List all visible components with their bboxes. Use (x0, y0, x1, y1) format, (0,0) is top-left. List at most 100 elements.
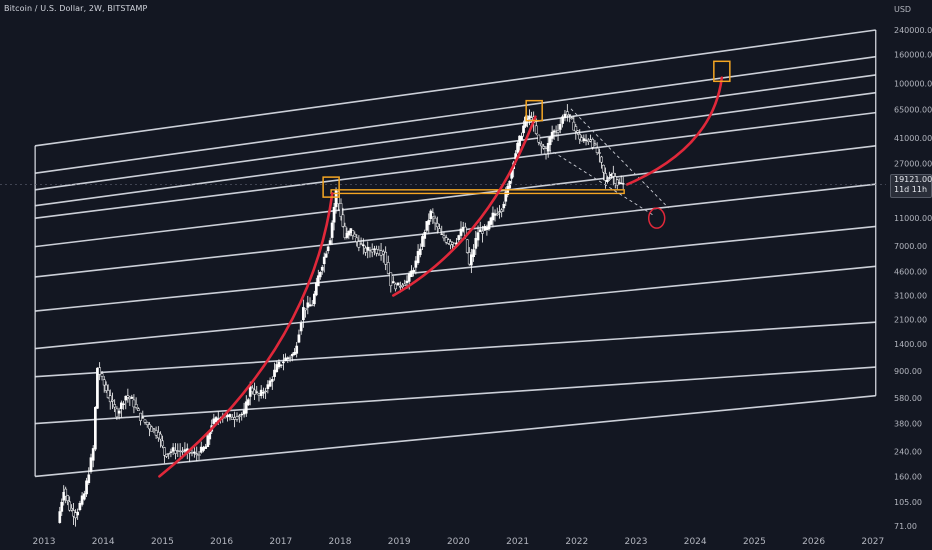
y-axis-tick-label: 1400.00 (894, 340, 927, 349)
candle-body (381, 251, 385, 255)
x-axis-tick-label: 2016 (210, 537, 233, 547)
candle-body (316, 275, 320, 287)
candle-body (214, 417, 218, 422)
y-axis-tick-label: 240000.00 (894, 26, 932, 35)
candle-body (355, 237, 359, 242)
candle-body (504, 191, 508, 202)
candle-body (94, 407, 97, 450)
channel-line (35, 183, 876, 278)
candle-body (412, 269, 415, 273)
candle-body (314, 282, 318, 296)
y-axis-tick-label: 240.00 (894, 448, 922, 457)
y-axis-tick-label: 100000.00 (894, 79, 932, 88)
candle-body (491, 212, 495, 221)
candle-body (286, 357, 290, 359)
candle-body (561, 116, 564, 124)
candle-body (414, 260, 418, 268)
candle-body (143, 419, 147, 423)
channel-line (35, 265, 876, 350)
candle-body (373, 248, 376, 250)
candle-body (124, 395, 128, 401)
y-axis-tick-label: 7000.00 (894, 242, 927, 251)
candle-body (270, 379, 274, 382)
candle-body (389, 272, 393, 287)
candle-body (359, 243, 363, 245)
candle-body (357, 241, 361, 248)
y-axis-tick-label: 41000.00 (894, 134, 932, 143)
candle-body (470, 254, 473, 266)
candle-body (328, 240, 332, 245)
y-axis-tick-label: 380.00 (894, 420, 922, 429)
y-axis-tick-label: 3100.00 (894, 291, 927, 300)
candle-body (459, 228, 463, 236)
target-circle (647, 207, 666, 229)
candle-body (416, 251, 420, 263)
x-axis-tick-label: 2019 (388, 537, 411, 547)
candle-body (130, 396, 134, 399)
candle-body (174, 450, 177, 454)
candle-body (528, 115, 531, 120)
candle-body (299, 322, 303, 332)
candle-body (361, 244, 365, 247)
last-price-value: 19121.00 (894, 175, 932, 184)
candle-body (498, 211, 501, 213)
candle-body (457, 235, 461, 241)
candle-body (353, 233, 357, 237)
candle-body (602, 164, 605, 173)
candle-body (206, 435, 210, 448)
candle-body (444, 237, 448, 243)
candle-body (134, 404, 138, 408)
candle-body (326, 246, 330, 251)
candle-body (534, 125, 538, 134)
candle-body (324, 253, 328, 258)
candle-body (522, 125, 525, 134)
candle-body (119, 402, 123, 410)
candle-body (593, 143, 597, 146)
candle-body (104, 384, 108, 391)
highlight-box (713, 60, 731, 83)
candle-body (145, 421, 149, 425)
candle-body (584, 139, 588, 141)
candle-body (70, 507, 73, 511)
candle-body (183, 449, 187, 452)
candle-body (489, 217, 493, 225)
x-axis-tick-label: 2023 (625, 537, 648, 547)
candle-body (435, 223, 439, 228)
candle-body (76, 511, 80, 516)
bar-countdown: 11d 11h (894, 185, 928, 194)
candle-body (264, 390, 267, 393)
channel-line (35, 366, 876, 425)
candle-body (598, 152, 601, 154)
y-axis-tick-label: 105.00 (894, 498, 922, 507)
candle-body (539, 143, 543, 147)
candle-body (230, 416, 234, 420)
candle-body (339, 203, 343, 217)
candle-body (600, 156, 603, 163)
candle-body (347, 230, 351, 236)
candle-body (204, 446, 208, 449)
candle-body (165, 454, 168, 457)
x-axis-tick-label: 2026 (802, 537, 825, 547)
candle-body (87, 474, 91, 484)
candle-body (150, 426, 154, 432)
y-axis-tick-label: 71.00 (894, 522, 917, 531)
candle-body (576, 130, 580, 133)
candle-body (85, 480, 88, 495)
candle-body (212, 418, 216, 424)
candle-body (226, 414, 229, 417)
candle-body (433, 217, 437, 224)
candle-body (159, 433, 162, 440)
candle-body (126, 395, 130, 398)
candle-body (284, 357, 287, 362)
candle-body (550, 131, 554, 139)
candle-body (476, 232, 480, 241)
y-axis-tick-label: 4600.00 (894, 267, 927, 276)
candle-body (386, 262, 390, 274)
channel-line (35, 74, 876, 191)
candle-body (250, 387, 254, 392)
candle-body (178, 450, 182, 452)
candle-body (137, 408, 140, 411)
candle-body (82, 493, 86, 500)
candle-body (64, 488, 68, 497)
